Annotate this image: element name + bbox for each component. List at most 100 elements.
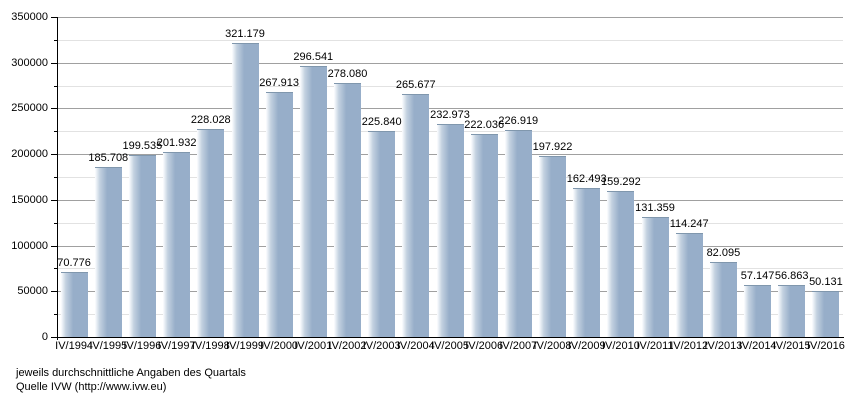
x-axis-tick-label: IV/2010 xyxy=(601,340,640,352)
bar-value-label: 321.179 xyxy=(225,28,265,41)
x-axis-tick-label: IV/2009 xyxy=(567,340,606,352)
bar-IV/2010 xyxy=(607,191,635,337)
y-axis-tick-label: 300000 xyxy=(11,56,48,69)
x-axis-tick-label: IV/2012 xyxy=(670,340,709,352)
y-axis-tick xyxy=(51,337,57,338)
y-axis-tick xyxy=(51,17,57,18)
bar-IV/2000 xyxy=(265,92,293,337)
bar-value-label: 228.028 xyxy=(190,113,231,126)
bar-value-label: 199.535 xyxy=(122,139,163,152)
x-axis-tick-label: IV/2002 xyxy=(328,340,367,352)
bar-IV/1994 xyxy=(60,272,88,337)
bar-IV/2004 xyxy=(402,94,430,337)
y-axis-tick-label: 350000 xyxy=(11,11,48,23)
bar-value-label: 50.131 xyxy=(809,276,843,289)
bar-IV/1996 xyxy=(128,154,156,337)
bar-IV/2013 xyxy=(709,261,737,337)
bar-value-label: 159.292 xyxy=(601,176,641,189)
y-axis-tick-label: 150000 xyxy=(11,193,48,206)
bar-value-label: 265.677 xyxy=(395,79,436,92)
bar-IV/1997 xyxy=(163,152,191,337)
bar-value-label: 197.922 xyxy=(532,141,573,153)
y-axis-tick-label: 100000 xyxy=(11,239,48,252)
y-axis-tick xyxy=(54,314,57,316)
gridline-major xyxy=(57,62,843,64)
x-axis-tick-label: IV/2016 xyxy=(806,340,845,352)
bar-value-label: 185.708 xyxy=(88,152,129,165)
y-axis-tick xyxy=(54,131,57,133)
y-axis-tick-label: 0 xyxy=(41,331,48,343)
bar-value-label: 278.080 xyxy=(327,67,368,80)
bar-value-label: 57.147 xyxy=(740,269,775,282)
x-axis-tick-label: IV/2000 xyxy=(260,340,299,352)
bar-value-label: 162.493 xyxy=(566,173,607,186)
x-axis-tick-label: IV/2001 xyxy=(294,340,333,352)
y-axis-tick xyxy=(54,268,57,270)
x-axis-tick-label: IV/1997 xyxy=(157,340,196,352)
x-axis-tick-label: IV/2005 xyxy=(431,340,469,352)
bar-IV/2014 xyxy=(744,284,772,337)
x-axis-tick-label: IV/2015 xyxy=(772,340,811,352)
bar-IV/1998 xyxy=(197,128,225,337)
plot-area: 70.776 185.708 199.535 201.932 228.028 321.17… xyxy=(57,17,843,337)
y-axis-tick xyxy=(54,222,57,224)
bar-IV/2006 xyxy=(470,134,498,337)
y-axis-tick-label: 200000 xyxy=(11,148,48,161)
y-axis-line xyxy=(57,17,58,340)
y-axis-tick xyxy=(51,154,57,156)
bar-IV/1995 xyxy=(94,167,122,337)
bar-IV/2005 xyxy=(436,124,464,337)
x-axis-tick-label: IV/1999 xyxy=(226,340,264,352)
x-axis-tick-label: IV/2011 xyxy=(636,340,674,352)
bar-IV/1999 xyxy=(231,43,259,337)
gridline-major xyxy=(57,17,843,18)
x-axis-tick-label: IV/2004 xyxy=(396,340,435,352)
bar-value-label: 226.919 xyxy=(498,114,539,127)
bar-IV/2015 xyxy=(778,285,806,337)
y-axis-tick xyxy=(54,39,57,41)
bar-IV/2011 xyxy=(641,216,669,337)
bar-IV/2008 xyxy=(539,156,566,337)
bar-IV/2001 xyxy=(299,65,327,337)
x-axis-tick-label: IV/1995 xyxy=(89,340,128,352)
gridline-major xyxy=(57,108,843,110)
bar-IV/2009 xyxy=(573,188,601,337)
bar-IV/2012 xyxy=(675,232,703,337)
y-axis-tick xyxy=(51,108,57,110)
bar-value-label: 267.913 xyxy=(259,77,299,90)
bar-value-label: 114.247 xyxy=(669,217,709,230)
gridline-minor xyxy=(57,39,843,41)
x-axis-tick-label: IV/2014 xyxy=(738,340,777,352)
bar-value-label: 222.036 xyxy=(464,119,505,131)
x-axis-tick-label: IV/2013 xyxy=(704,340,743,352)
x-axis-tick-label: IV/2003 xyxy=(362,340,401,352)
gridline-minor xyxy=(57,85,843,87)
x-axis-tick-label: IV/2006 xyxy=(465,340,504,352)
bar-value-label: 201.932 xyxy=(156,137,197,150)
x-axis-tick-label: IV/1994 xyxy=(55,340,94,352)
x-axis-tick-label: IV/2008 xyxy=(533,340,572,352)
bar-value-label: 296.541 xyxy=(293,50,334,63)
bar-IV/2003 xyxy=(368,130,396,337)
bar-value-label: 131.359 xyxy=(635,201,675,214)
y-axis-tick xyxy=(51,291,57,293)
bar-value-label: 225.840 xyxy=(361,115,402,128)
bar-IV/2002 xyxy=(334,82,361,337)
source-text: Quelle IVW (http://www.ivw.eu) xyxy=(16,381,167,393)
y-axis-tick xyxy=(54,85,57,87)
y-axis-tick-label: 50000 xyxy=(17,285,48,298)
footnote-text: jeweils durchschnittliche Angaben des Qu… xyxy=(16,367,246,379)
x-axis-tick-label: IV/1998 xyxy=(191,340,230,352)
y-axis-tick xyxy=(51,245,57,247)
bar-IV/2007 xyxy=(504,129,532,337)
bar-value-label: 82.095 xyxy=(706,246,741,259)
x-axis-tick-label: IV/2007 xyxy=(499,340,538,352)
bar-value-label: 56.863 xyxy=(774,270,809,282)
bar-IV/2016 xyxy=(812,291,840,337)
y-axis-tick-label: 250000 xyxy=(11,102,48,115)
y-axis-tick xyxy=(54,177,57,178)
x-axis-line xyxy=(57,337,844,338)
y-axis-tick xyxy=(51,199,57,201)
x-axis-tick-label: IV/1996 xyxy=(123,340,162,352)
